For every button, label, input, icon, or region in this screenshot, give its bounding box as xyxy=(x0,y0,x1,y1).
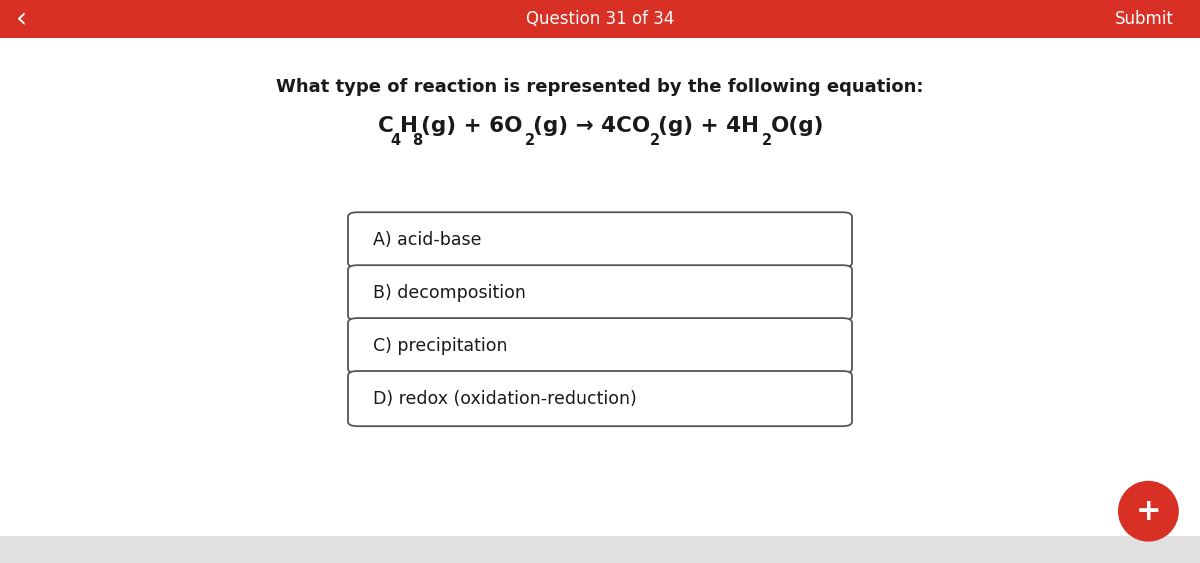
Text: D) redox (oxidation-reduction): D) redox (oxidation-reduction) xyxy=(373,390,637,408)
Text: A) acid-base: A) acid-base xyxy=(373,231,481,249)
Text: H: H xyxy=(400,117,418,136)
Bar xyxy=(0,536,1200,563)
FancyBboxPatch shape xyxy=(348,318,852,373)
Ellipse shape xyxy=(1118,481,1178,542)
Text: 2: 2 xyxy=(649,133,660,148)
FancyBboxPatch shape xyxy=(348,265,852,320)
FancyBboxPatch shape xyxy=(348,212,852,267)
Text: 2: 2 xyxy=(524,133,535,148)
Text: What type of reaction is represented by the following equation:: What type of reaction is represented by … xyxy=(276,78,924,96)
Text: ‹: ‹ xyxy=(16,5,26,33)
Text: C) precipitation: C) precipitation xyxy=(373,337,508,355)
Text: +: + xyxy=(1135,497,1162,526)
Text: O(g): O(g) xyxy=(770,117,824,136)
Text: (g) + 6O: (g) + 6O xyxy=(421,117,523,136)
FancyBboxPatch shape xyxy=(348,371,852,426)
Text: 4: 4 xyxy=(391,133,401,148)
Text: (g) → 4CO: (g) → 4CO xyxy=(533,117,650,136)
Bar xyxy=(0,0,1200,38)
Text: B) decomposition: B) decomposition xyxy=(373,284,526,302)
Text: 8: 8 xyxy=(413,133,422,148)
Text: 2: 2 xyxy=(762,133,772,148)
Text: Question 31 of 34: Question 31 of 34 xyxy=(526,10,674,28)
Text: C: C xyxy=(378,117,394,136)
Text: Submit: Submit xyxy=(1115,10,1174,28)
Text: (g) + 4H: (g) + 4H xyxy=(659,117,760,136)
